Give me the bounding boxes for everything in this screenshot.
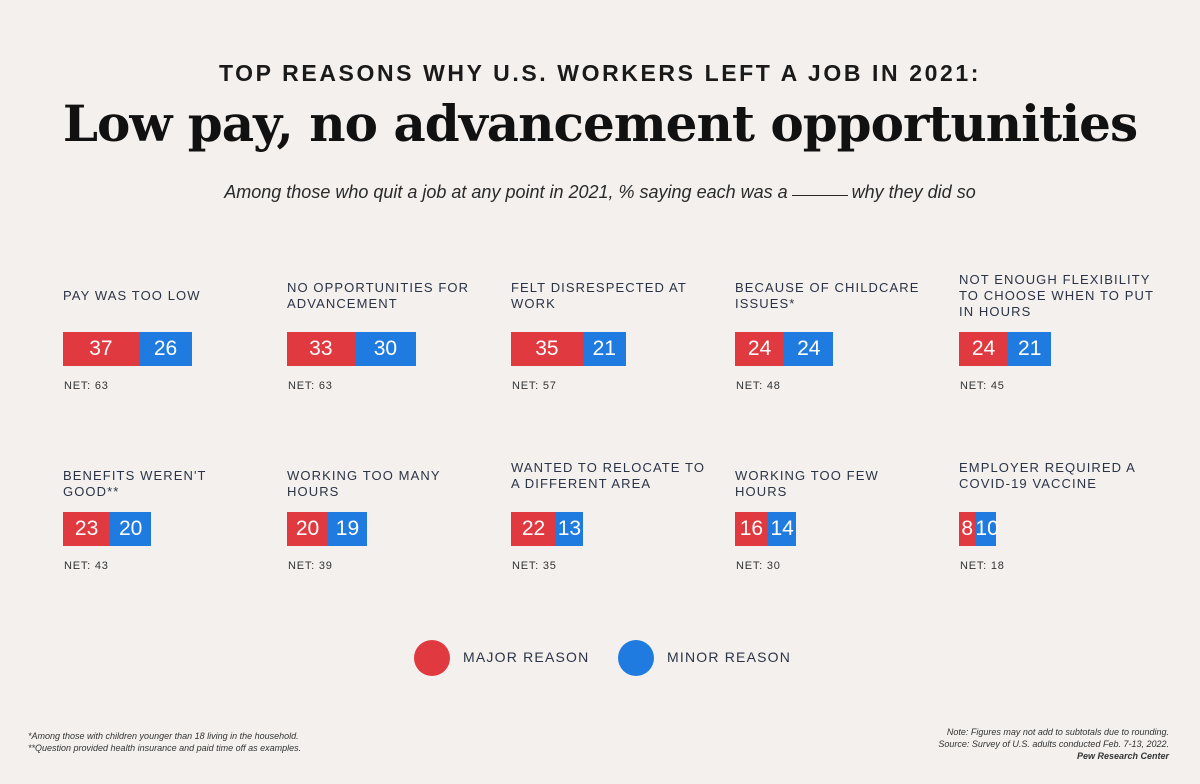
reason-panel: FELT DISRESPECTED AT WORK 35 21 NET: 57 — [511, 280, 711, 430]
reason-panel: WORKING TOO FEW HOURS 16 14 NET: 30 — [735, 460, 935, 610]
reason-panel: PAY WAS TOO LOW 37 26 NET: 63 — [63, 280, 263, 430]
stacked-bar: 35 21 — [511, 332, 626, 366]
stacked-bar: 8 10 — [959, 512, 999, 546]
reason-label: NOT ENOUGH FLEXIBILITY TO CHOOSE WHEN TO… — [959, 272, 1154, 319]
subtitle-blank-line — [791, 195, 848, 196]
reason-label: WANTED TO RELOCATE TO A DIFFERENT AREA — [511, 460, 706, 491]
net-total: NET: 39 — [288, 560, 333, 572]
reason-label: FELT DISRESPECTED AT WORK — [511, 280, 687, 311]
major-reason-segment: 24 — [735, 332, 785, 366]
net-total: NET: 63 — [288, 380, 333, 392]
stacked-bar: 24 21 — [959, 332, 1052, 366]
major-reason-segment: 23 — [63, 512, 111, 546]
legend-major-label: MAJOR REASON — [463, 649, 590, 665]
stacked-bar: 23 20 — [63, 512, 152, 546]
footnotes-right: Note: Figures may not add to subtotals d… — [938, 726, 1169, 762]
footnote-source: Source: Survey of U.S. adults conducted … — [938, 739, 1169, 749]
major-reason-segment: 20 — [287, 512, 328, 546]
reason-label: EMPLOYER REQUIRED A COVID-19 VACCINE — [959, 460, 1136, 491]
chart-subtitle: Among those who quit a job at any point … — [0, 182, 1200, 203]
minor-reason-segment: 20 — [110, 512, 152, 546]
reason-panel: BECAUSE OF CHILDCARE ISSUES* 24 24 NET: 48 — [735, 280, 935, 430]
net-total: NET: 48 — [736, 380, 781, 392]
footnotes-left: *Among those with children younger than … — [28, 730, 301, 754]
reason-panel: EMPLOYER REQUIRED A COVID-19 VACCINE 8 10 N… — [959, 460, 1159, 610]
net-total: NET: 35 — [512, 560, 557, 572]
minor-reason-segment: 21 — [582, 332, 626, 366]
net-total: NET: 63 — [64, 380, 109, 392]
reason-label: BECAUSE OF CHILDCARE ISSUES* — [735, 280, 920, 311]
reason-panel: NOT ENOUGH FLEXIBILITY TO CHOOSE WHEN TO… — [959, 272, 1159, 430]
reason-panel: WORKING TOO MANY HOURS 20 19 NET: 39 — [287, 460, 487, 610]
stacked-bar: 37 26 — [63, 332, 193, 366]
minor-reason-segment: 26 — [138, 332, 193, 366]
net-total: NET: 57 — [512, 380, 557, 392]
major-reason-segment: 24 — [959, 332, 1009, 366]
reason-label: WORKING TOO FEW HOURS — [735, 468, 879, 499]
net-total: NET: 18 — [960, 560, 1005, 572]
footnote-benefits: **Question provided health insurance and… — [28, 743, 302, 753]
major-reason-segment: 33 — [287, 332, 355, 366]
legend-minor-swatch — [618, 640, 654, 676]
major-reason-segment: 35 — [511, 332, 583, 366]
minor-reason-segment: 14 — [767, 512, 797, 546]
legend-minor-label: MINOR REASON — [667, 649, 792, 665]
major-reason-segment: 22 — [511, 512, 557, 546]
minor-reason-segment: 10 — [975, 512, 999, 546]
minor-reason-segment: 19 — [328, 512, 367, 546]
stacked-bar: 22 13 — [511, 512, 583, 546]
major-reason-segment: 16 — [735, 512, 768, 546]
footnote-org: Pew Research Center — [1076, 751, 1169, 761]
stacked-bar: 16 14 — [735, 512, 797, 546]
reason-panel: WANTED TO RELOCATE TO A DIFFERENT AREA 22… — [511, 460, 711, 610]
subtitle-text-after: why they did so — [851, 182, 976, 202]
footnote-childcare: *Among those with children younger than … — [28, 731, 299, 741]
chart-kicker: TOP REASONS WHY U.S. WORKERS LEFT A JOB … — [218, 60, 982, 86]
minor-reason-segment: 30 — [354, 332, 417, 366]
major-reason-segment: 37 — [63, 332, 139, 366]
major-reason-segment: 8 — [959, 512, 976, 546]
stacked-bar: 20 19 — [287, 512, 367, 546]
minor-reason-segment: 24 — [784, 332, 834, 366]
minor-reason-segment: 13 — [556, 512, 583, 546]
reason-label: BENEFITS WEREN'T GOOD** — [63, 468, 207, 499]
net-total: NET: 45 — [960, 380, 1005, 392]
reason-label: WORKING TOO MANY HOURS — [287, 468, 441, 499]
stacked-bar: 24 24 — [735, 332, 834, 366]
reason-label: NO OPPORTUNITIES FOR ADVANCEMENT — [287, 280, 470, 311]
stacked-bar: 33 30 — [287, 332, 417, 366]
legend-major-swatch — [414, 640, 450, 676]
minor-reason-segment: 21 — [1008, 332, 1052, 366]
subtitle-text-before: Among those who quit a job at any point … — [224, 182, 788, 202]
chart-title: Low pay, no advancement opportunities — [62, 94, 1138, 153]
reason-panel: BENEFITS WEREN'T GOOD** 23 20 NET: 43 — [63, 460, 263, 610]
footnote-note: Note: Figures may not add to subtotals d… — [946, 727, 1169, 737]
reason-label: PAY WAS TOO LOW — [63, 288, 201, 303]
net-total: NET: 43 — [64, 560, 109, 572]
reason-panel: NO OPPORTUNITIES FOR ADVANCEMENT 33 30 NET:… — [287, 280, 487, 430]
net-total: NET: 30 — [736, 560, 781, 572]
